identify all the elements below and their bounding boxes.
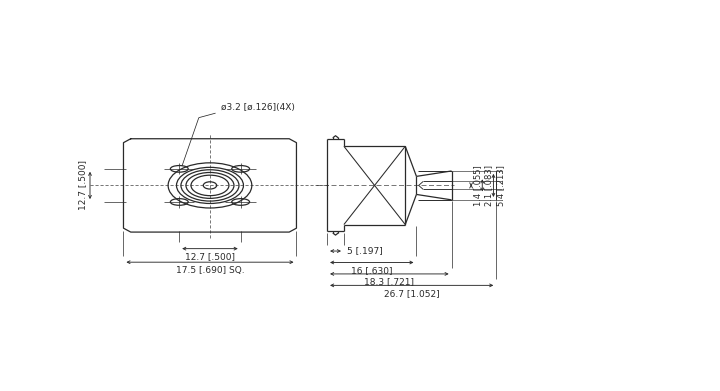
Text: 2.1 [.083]: 2.1 [.083]	[485, 165, 493, 206]
Text: 12.7 [.500]: 12.7 [.500]	[185, 252, 235, 261]
Text: 16 [.630]: 16 [.630]	[351, 266, 392, 275]
Text: ø3.2 [ø.126](4X): ø3.2 [ø.126](4X)	[221, 103, 295, 112]
Text: 5 [.197]: 5 [.197]	[347, 247, 383, 256]
Text: 18.3 [.721]: 18.3 [.721]	[364, 277, 415, 286]
Text: 1.4 [.055]: 1.4 [.055]	[473, 165, 482, 206]
Text: 12.7 [.500]: 12.7 [.500]	[78, 160, 86, 210]
Text: 26.7 [1.052]: 26.7 [1.052]	[384, 289, 439, 298]
Text: 17.5 [.690] SQ.: 17.5 [.690] SQ.	[176, 266, 244, 275]
Text: 5.4 [.213]: 5.4 [.213]	[495, 165, 505, 206]
